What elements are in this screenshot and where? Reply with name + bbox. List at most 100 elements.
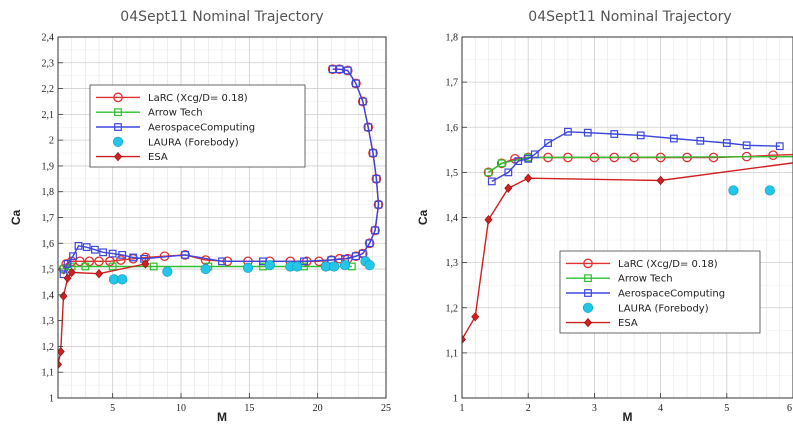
- data-point-aerospacecomputing: [610, 130, 619, 138]
- data-point-aerospacecomputing: [524, 154, 533, 163]
- chart-title: 04Sept11 Nominal Trajectory: [120, 9, 323, 25]
- data-point-aerospacecomputing: [742, 141, 751, 150]
- data-point-arrow-tech: [149, 262, 158, 271]
- y-tick-label: 1,3: [446, 258, 459, 269]
- data-point-larc-xcg-d-0-18: [357, 96, 368, 107]
- data-point-aerospacecomputing: [636, 131, 645, 140]
- data-point-arrow-tech: [81, 262, 90, 271]
- data-point-arrow-tech: [108, 262, 117, 271]
- data-point-aerospacecomputing: [371, 226, 379, 235]
- x-axis: 1 2 3 4 5 6: [460, 393, 793, 414]
- data-point-laura-forebody: [200, 263, 211, 275]
- y-tick-label: 1,1: [446, 348, 459, 359]
- data-point-esa: [484, 215, 493, 225]
- data-point-aerospacecomputing: [181, 250, 190, 259]
- legend-box: [559, 250, 761, 334]
- legend-item-esa: ESA: [96, 151, 168, 163]
- legend-label: ESA: [148, 152, 168, 163]
- series-aerospacecomputing: [487, 127, 784, 186]
- legend-label: LAURA (Forebody): [148, 137, 239, 148]
- data-point-aerospacecomputing: [358, 249, 367, 258]
- series-aerospacecomputing: [59, 65, 383, 279]
- x-tick-label: 5: [724, 403, 729, 414]
- legend-label: Arrow Tech: [148, 108, 203, 119]
- series-laura-forebody: [728, 185, 775, 196]
- legend-box: [89, 84, 306, 168]
- data-point-esa: [504, 183, 513, 193]
- data-point-esa: [95, 269, 103, 279]
- data-point-aerospacecomputing: [530, 150, 539, 159]
- series-line-arrow-tech: [63, 265, 352, 270]
- data-point-aerospacecomputing: [99, 248, 108, 257]
- legend-item-larc-xcg-d-0-18: LaRC (Xcg/D= 0.18): [96, 92, 248, 104]
- legend-swatch-marker: [582, 302, 594, 313]
- data-point-aerospacecomputing: [63, 260, 72, 268]
- data-point-aerospacecomputing: [514, 157, 523, 165]
- data-point-laura-forebody: [328, 261, 340, 272]
- legend-label: LaRC (Xcg/D= 0.18): [148, 93, 248, 104]
- data-point-esa: [471, 312, 480, 322]
- legend-item-aerospacecomputing: AerospaceComputing: [96, 123, 255, 134]
- data-point-aerospacecomputing: [364, 123, 373, 132]
- legend-item-larc-xcg-d-0-18: LaRC (Xcg/D= 0.18): [566, 258, 718, 270]
- y-tick-label: 1,4: [446, 213, 459, 224]
- data-point-aerospacecomputing: [74, 241, 83, 250]
- x-tick-label: 20: [313, 403, 323, 414]
- legend: LaRC (Xcg/D= 0.18) Arrow Tech AerospaceCom…: [89, 84, 306, 168]
- x-tick-label: 15: [244, 403, 254, 414]
- data-point-larc-xcg-d-0-18: [94, 256, 104, 267]
- x-tick-label: 4: [658, 403, 663, 414]
- data-point-aerospacecomputing: [669, 134, 678, 143]
- data-point-aerospacecomputing: [696, 136, 705, 145]
- data-point-larc-xcg-d-0-18: [768, 150, 778, 161]
- data-point-laura-forebody: [264, 260, 275, 271]
- chart-panel-2: 04Sept11 Nominal Trajectory 1 1,1 1,2 1,3 1,4…: [416, 9, 793, 424]
- legend-item-esa: ESA: [566, 317, 638, 329]
- data-point-aerospacecomputing: [300, 257, 308, 266]
- legend-item-arrow-tech: Arrow Tech: [566, 274, 673, 285]
- x-tick-label: 1: [460, 403, 465, 414]
- legend-item-arrow-tech: Arrow Tech: [96, 108, 203, 119]
- legend-swatch-marker: [584, 317, 592, 328]
- data-point-aerospacecomputing: [544, 139, 552, 147]
- x-axis-label: M: [217, 410, 227, 424]
- data-point-larc-xcg-d-0-18: [496, 158, 507, 169]
- data-point-laura-forebody: [162, 266, 173, 277]
- data-point-aerospacecomputing: [722, 139, 731, 147]
- y-tick-label: 1,6: [42, 239, 55, 250]
- data-point-aerospacecomputing: [129, 253, 138, 262]
- y-axis-label: Ca: [9, 210, 23, 226]
- data-point-esa: [58, 359, 62, 370]
- data-point-esa: [141, 259, 150, 269]
- y-axis: 1 1,1 1,2 1,3 1,4 1,5 1,6 1,7 1,8: [446, 33, 467, 405]
- legend-swatch-marker: [112, 136, 124, 147]
- data-point-aerospacecomputing: [59, 270, 68, 279]
- legend-item-laura-forebody: LAURA (Forebody): [112, 136, 239, 148]
- data-point-esa: [462, 334, 466, 344]
- y-tick-label: 1,3: [42, 316, 55, 327]
- legend-swatch-marker: [113, 92, 123, 103]
- series-laura-forebody: [108, 256, 375, 285]
- x-axis-label: M: [623, 410, 633, 424]
- y-tick-label: 1,5: [42, 265, 55, 276]
- legend-swatch-marker: [584, 289, 592, 297]
- legend-label: AerospaceComputing: [618, 289, 725, 300]
- legend-label: AerospaceComputing: [148, 123, 255, 134]
- data-point-aerospacecomputing: [564, 127, 572, 136]
- legend-label: Arrow Tech: [618, 274, 673, 285]
- series-esa: [462, 162, 793, 344]
- y-tick-label: 2,1: [42, 110, 55, 121]
- legend-swatch-marker: [114, 151, 122, 162]
- y-tick-label: 1,8: [42, 187, 55, 198]
- legend-swatch-marker: [114, 108, 122, 117]
- data-point-aerospacecomputing: [369, 149, 377, 157]
- data-point-laura-forebody: [292, 261, 303, 272]
- y-tick-label: 1,7: [446, 78, 459, 89]
- data-point-esa: [67, 267, 76, 278]
- y-tick-label: 1,6: [446, 123, 459, 134]
- data-point-aerospacecomputing: [69, 252, 77, 261]
- data-point-aerospacecomputing: [504, 168, 513, 177]
- x-tick-label: 3: [592, 403, 597, 414]
